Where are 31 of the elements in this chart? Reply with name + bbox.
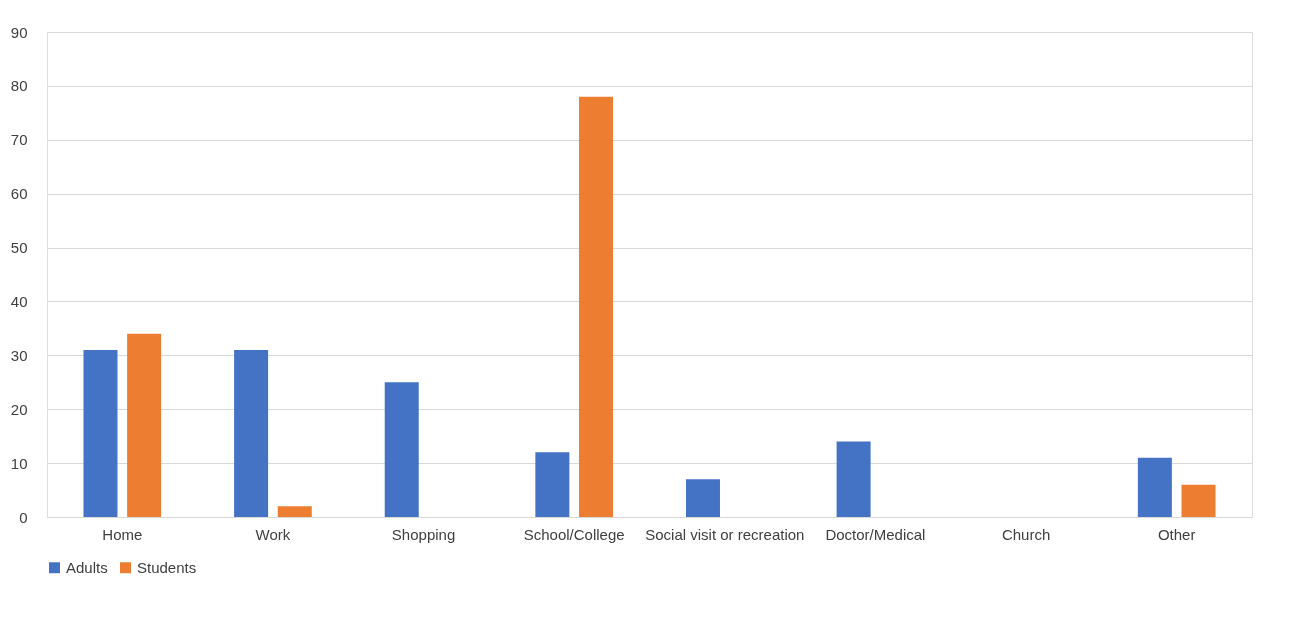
y-tick-label: 90 — [10, 23, 28, 41]
x-tick-label: Social visit or recreation — [645, 525, 805, 543]
y-tick-label: 80 — [10, 77, 28, 95]
y-tick-label: 60 — [10, 185, 28, 203]
bar — [384, 382, 419, 517]
x-tick-label: School/College — [523, 525, 625, 543]
bar — [1181, 484, 1216, 517]
bar — [83, 349, 118, 517]
x-tick-label: Home — [102, 525, 143, 543]
y-tick-label: 10 — [10, 454, 28, 472]
x-tick-label: Doctor/Medical — [825, 525, 926, 543]
y-tick-label: 20 — [10, 400, 28, 418]
x-tick-label: Other — [1157, 525, 1196, 543]
y-tick-label: 30 — [10, 346, 28, 364]
legend-label: Students — [137, 558, 197, 576]
bar — [127, 333, 162, 517]
legend-label: Adults — [66, 558, 108, 576]
bar — [535, 452, 570, 517]
y-tick-label: 70 — [10, 131, 28, 149]
bar — [685, 479, 720, 517]
bar — [277, 506, 312, 517]
bar — [836, 441, 871, 517]
bar — [234, 349, 269, 517]
x-tick-label: Shopping — [391, 525, 456, 543]
bar — [579, 96, 614, 517]
y-tick-label: 0 — [19, 508, 28, 526]
y-tick-label: 40 — [10, 292, 28, 310]
x-tick-label: Church — [1001, 525, 1051, 543]
y-tick-label: 50 — [10, 239, 28, 257]
bar — [1137, 457, 1172, 517]
x-tick-label: Work — [255, 525, 291, 543]
